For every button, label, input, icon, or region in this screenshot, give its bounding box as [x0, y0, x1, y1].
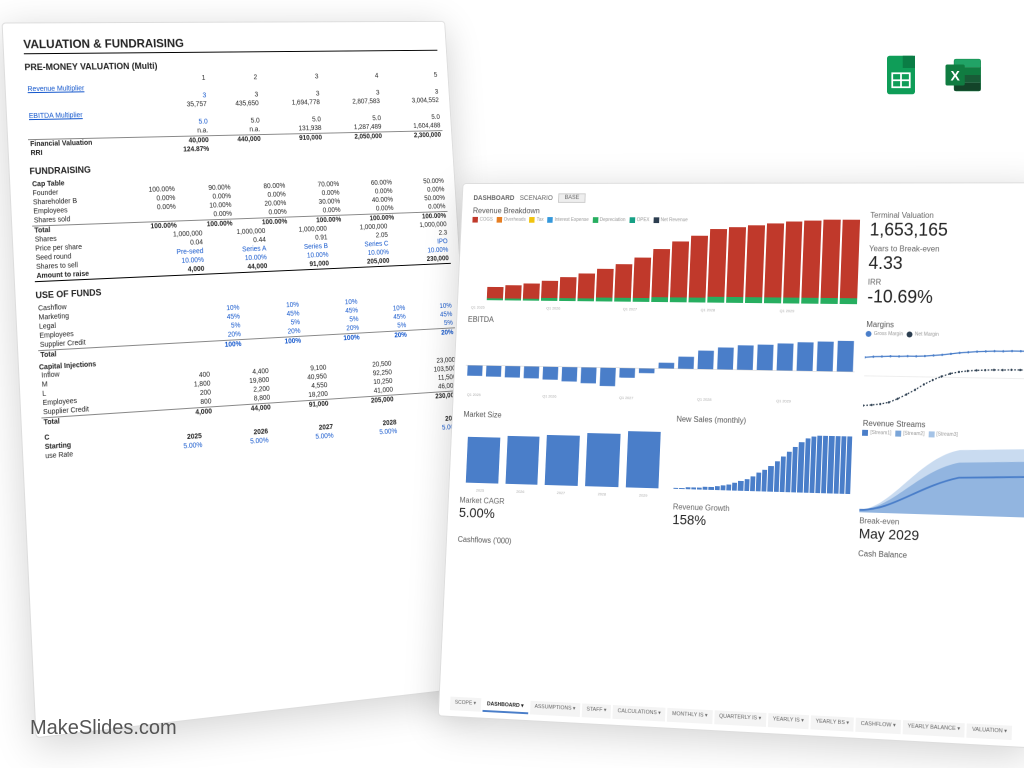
- market-size-panel: Market Size 20252026202720282029 Market …: [458, 410, 667, 536]
- new-sales-panel: New Sales (monthly) Revenue Growth 158%: [672, 415, 854, 543]
- revenue-breakdown-panel: Revenue Breakdown COGSOverheadsTaxIntere…: [468, 207, 860, 314]
- margins-chart: [863, 339, 1024, 417]
- revenue-breakdown-title: Revenue Breakdown: [473, 207, 861, 216]
- tab-yearly-is[interactable]: YEARLY IS ▾: [768, 713, 809, 729]
- tab-scope[interactable]: SCOPE ▾: [450, 697, 481, 712]
- revenue-streams-panel: Revenue Streams [Stream1][Stream2][Strea…: [858, 419, 1024, 549]
- premoney-table: 12345 Revenue Multiplier 33333 35,757435…: [25, 71, 444, 158]
- cash-balance-title: Cash Balance: [858, 549, 1024, 564]
- sheet-title: VALUATION & FUNDRAISING: [23, 35, 437, 54]
- terminal-valuation-label: Terminal Valuation: [870, 211, 1024, 220]
- app-icons-row: X: [880, 54, 984, 96]
- tab-quarterly-is[interactable]: QUARTERLY IS ▾: [714, 710, 766, 727]
- margins-legend: Gross MarginNet Margin: [866, 331, 1024, 339]
- ebitda-chart: Q1 2025Q1 2026Q1 2027Q1 2028Q1 2029: [464, 326, 856, 405]
- new-sales-chart: [673, 425, 853, 504]
- tab-calculations[interactable]: CALCULATIONS ▾: [613, 705, 666, 722]
- revenue-streams-chart: [860, 438, 1024, 518]
- tab-assumptions[interactable]: ASSUMPTIONS ▾: [530, 701, 581, 717]
- dashboard-label: DASHBOARD: [473, 195, 514, 202]
- breakeven-years-value: 4.33: [868, 253, 1024, 275]
- tab-yearly-balance[interactable]: YEARLY BALANCE ▾: [902, 720, 965, 737]
- terminal-valuation-value: 1,653,165: [869, 220, 1024, 241]
- google-sheets-icon: [880, 54, 922, 96]
- scenario-selector[interactable]: BASE: [558, 193, 586, 203]
- sheet-tabs: SCOPE ▾DASHBOARD ▾ASSUMPTIONS ▾STAFF ▾CA…: [450, 697, 1018, 741]
- irr-value: -10.69%: [867, 287, 1024, 310]
- tab-staff[interactable]: STAFF ▾: [582, 703, 612, 718]
- tab-cashflow[interactable]: CASHFLOW ▾: [856, 718, 901, 734]
- tab-valuation[interactable]: VALUATION ▾: [967, 723, 1012, 740]
- margins-title: Margins: [866, 320, 1024, 331]
- kpi-panel: Terminal Valuation 1,653,165 Years to Br…: [867, 207, 1024, 316]
- cashflows-label-panel: Cashflows ('000): [457, 535, 662, 553]
- cashflows-title: Cashflows ('000): [458, 535, 662, 551]
- revenue-breakdown-chart: Q1 2025Q1 2026Q1 2027Q1 2028Q1 2029: [468, 224, 860, 314]
- ebitda-panel: EBITDA Q1 2025Q1 2026Q1 2027Q1 2028Q1 20…: [464, 315, 857, 413]
- scenario-label: SCENARIO: [520, 195, 553, 202]
- tab-yearly-bs[interactable]: YEARLY BS ▾: [810, 715, 854, 731]
- svg-text:X: X: [950, 67, 960, 83]
- excel-icon: X: [942, 54, 984, 96]
- brand-label: MakeSlides.com: [30, 717, 177, 740]
- dashboard-header: DASHBOARD SCENARIO BASE: [473, 193, 1024, 203]
- market-size-chart: 20252026202720282029: [460, 420, 667, 498]
- cash-balance-label-panel: Cash Balance: [858, 549, 1024, 566]
- premoney-heading: PRE-MONEY VALUATION (Multi): [24, 58, 438, 72]
- tab-monthly-is[interactable]: MONTHLY IS ▾: [667, 708, 712, 724]
- valuation-spreadsheet-window: VALUATION & FUNDRAISING PRE-MONEY VALUAT…: [2, 21, 488, 738]
- margins-panel: Margins Gross MarginNet Margin: [863, 320, 1024, 416]
- tab-dashboard[interactable]: DASHBOARD ▾: [482, 698, 528, 714]
- dashboard-window: DASHBOARD SCENARIO BASE Revenue Breakdow…: [438, 182, 1024, 748]
